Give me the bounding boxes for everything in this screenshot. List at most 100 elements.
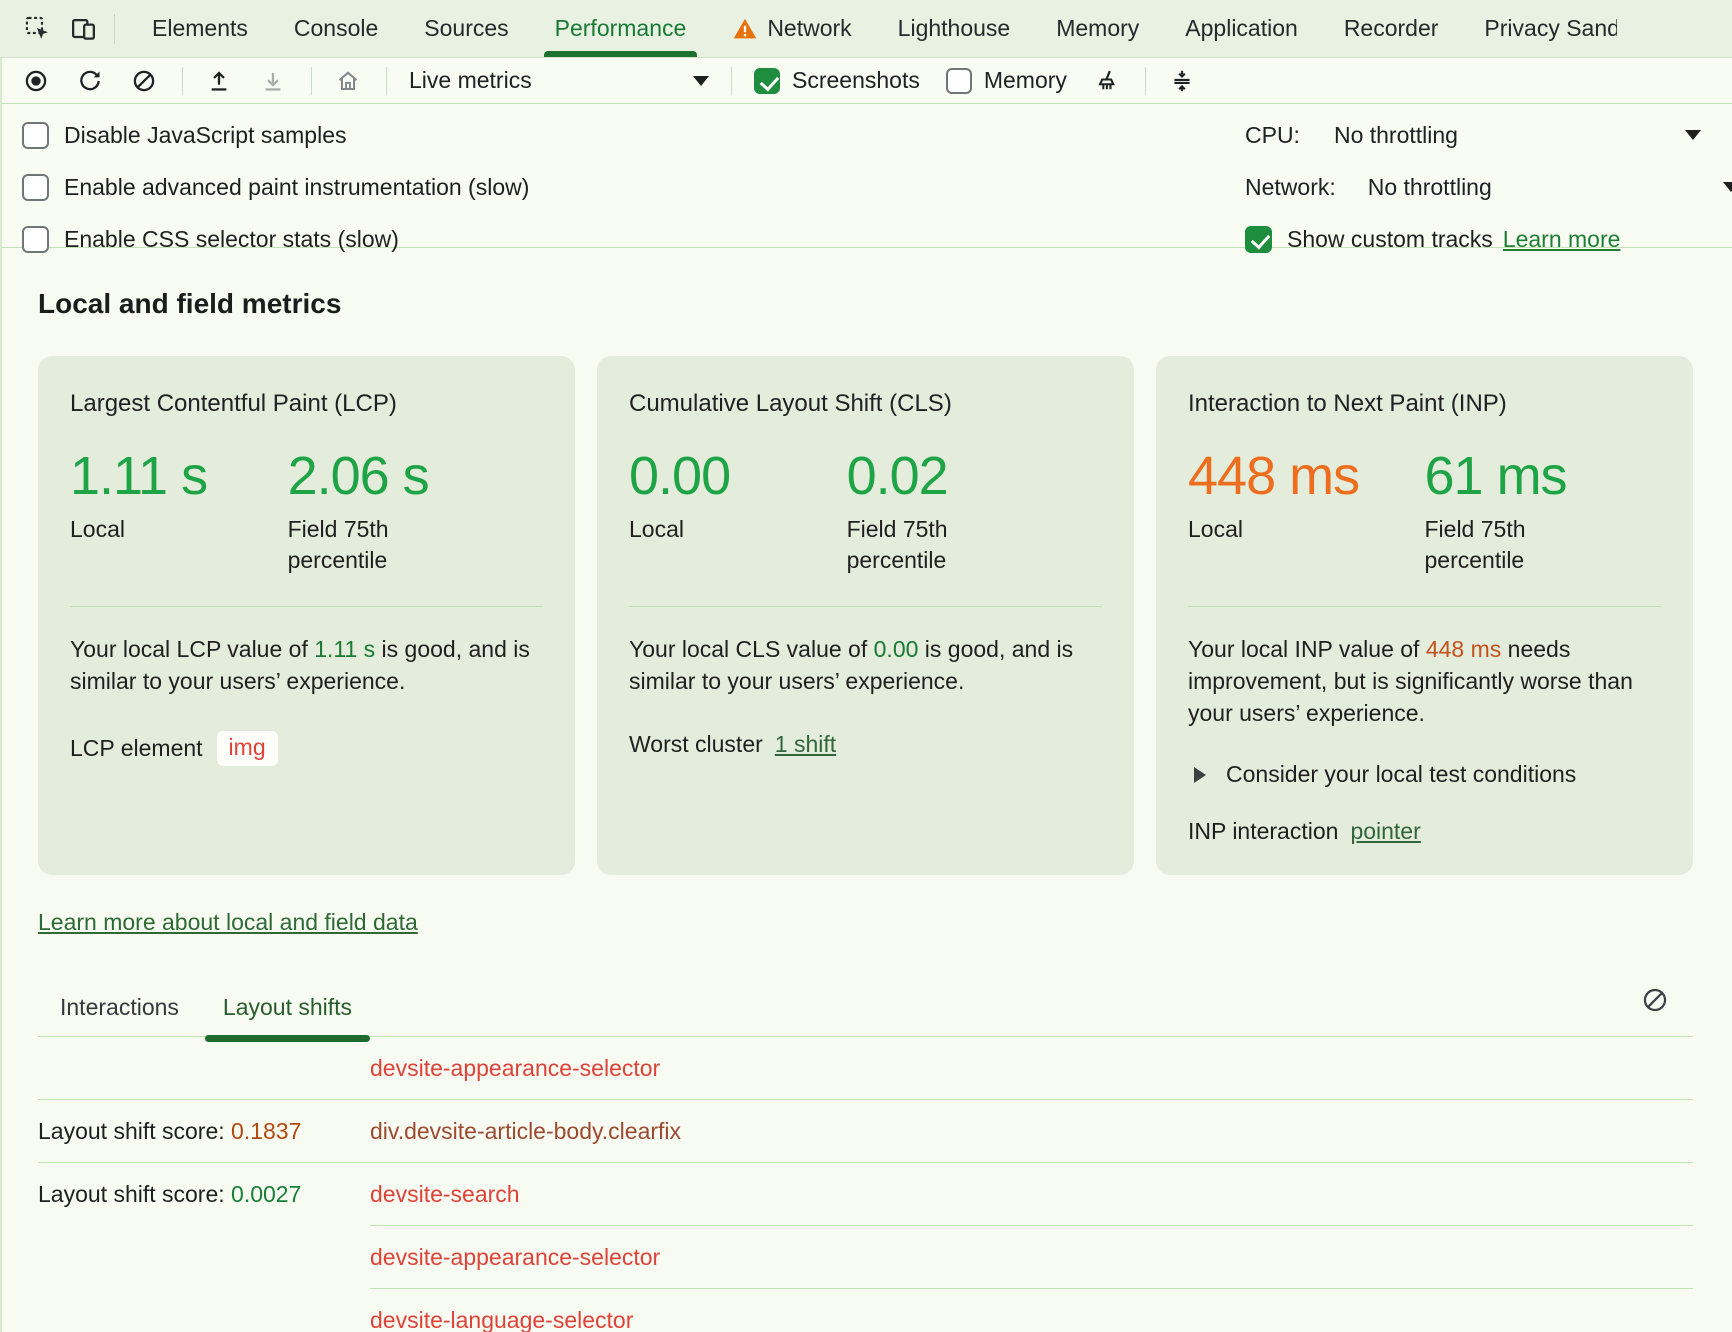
chevron-down-icon[interactable] [1685, 130, 1701, 140]
tab-privacy-sandbox[interactable]: Privacy Sand [1484, 15, 1618, 41]
inp-inline-value: 448 ms [1425, 636, 1502, 662]
row-divider [370, 1288, 1693, 1289]
lcp-card: Largest Contentful Paint (LCP) 1.11 s Lo… [38, 356, 575, 875]
record-and-reload-icon[interactable] [76, 67, 104, 95]
lcp-inline-value: 1.11 s [314, 636, 376, 662]
shift-element-link[interactable]: div.devsite-article-body.clearfix [370, 1117, 682, 1144]
metrics-heading: Local and field metrics [38, 288, 342, 319]
memory-label: Memory [983, 67, 1067, 93]
shift-element-link[interactable]: devsite-language-selector [370, 1306, 634, 1332]
gc-broom-icon[interactable] [1093, 67, 1121, 95]
layout-shift-row[interactable]: Layout shift score: 0.1837 div.devsite-a… [38, 1100, 1693, 1162]
tab-sources[interactable]: Sources [424, 15, 509, 41]
shift-element-link[interactable]: devsite-search [370, 1180, 520, 1207]
advanced-paint-row[interactable]: Enable advanced paint instrumentation (s… [22, 168, 1732, 206]
disable-js-samples-label: Disable JavaScript samples [64, 121, 347, 148]
inp-interaction-link[interactable]: pointer [1350, 818, 1421, 844]
throttling-settings: CPU: No throttling Network: No throttlin… [1245, 116, 1732, 272]
network-label: Network: [1245, 173, 1336, 200]
network-warning-icon [732, 16, 758, 42]
css-selector-stats-row[interactable]: Enable CSS selector stats (slow) [22, 220, 1732, 258]
toolbar-divider [1144, 66, 1146, 95]
cls-local-label: Local [629, 516, 684, 542]
lcp-description: Your local LCP value of 1.11 s is good, … [70, 636, 530, 694]
local-test-conditions-label: Consider your local test conditions [1226, 761, 1577, 787]
custom-tracks-checkbox[interactable] [1245, 225, 1272, 253]
history-dropdown[interactable]: Live metrics [409, 67, 709, 94]
tab-interactions[interactable]: Interactions [60, 994, 179, 1020]
cls-card: Cumulative Layout Shift (CLS) 0.00 Local… [597, 356, 1134, 875]
live-metrics-view: Local and field metrics Largest Contentf… [2, 248, 1732, 1332]
tab-network-label: Network [767, 15, 852, 41]
shift-element-link[interactable]: devsite-appearance-selector [370, 1243, 661, 1270]
tab-performance[interactable]: Performance [532, 0, 710, 57]
cls-local-value: 0.00 [629, 446, 731, 506]
tab-recorder[interactable]: Recorder [1343, 15, 1439, 41]
custom-tracks-learn-more-link[interactable]: Learn more [1502, 225, 1621, 252]
download-profile-icon [259, 67, 287, 95]
learn-more-field-data-link[interactable]: Learn more about local and field data [38, 909, 418, 935]
inp-interaction-label: INP interaction [1188, 818, 1339, 844]
logs-tabbar: Interactions Layout shifts [38, 988, 1693, 1042]
disable-js-samples-checkbox[interactable] [22, 121, 49, 149]
advanced-paint-checkbox[interactable] [22, 173, 49, 201]
devtools-tabbar: Elements Console Sources Performance Net… [0, 0, 1732, 58]
lcp-element-node-link[interactable]: img [216, 731, 278, 766]
score-label: Layout shift score: [38, 1117, 232, 1144]
screenshots-checkbox[interactable] [754, 67, 780, 94]
tab-application[interactable]: Application [1185, 15, 1298, 41]
collapse-panel-icon[interactable] [1168, 67, 1196, 95]
row-divider [370, 1225, 1693, 1226]
lcp-local-value: 1.11 s [70, 446, 208, 506]
device-toolbar-icon[interactable] [68, 14, 98, 44]
toolbar-divider [731, 66, 732, 95]
memory-checkbox-row[interactable]: Memory [945, 67, 1067, 94]
tab-lighthouse[interactable]: Lighthouse [897, 15, 1011, 41]
custom-tracks-row: Show custom tracks Learn more [1245, 220, 1732, 258]
cpu-label: CPU: [1245, 121, 1300, 148]
network-throttling-select[interactable]: No throttling [1367, 173, 1492, 200]
upload-profile-icon[interactable] [205, 67, 233, 95]
disclosure-triangle-icon [1194, 766, 1206, 783]
tab-console[interactable]: Console [293, 15, 379, 41]
memory-checkbox[interactable] [945, 67, 972, 94]
layout-shift-row[interactable]: devsite-appearance-selector [38, 1226, 1693, 1288]
card-divider [629, 606, 1102, 607]
inp-card-title: Interaction to Next Paint (INP) [1188, 390, 1507, 417]
tab-elements[interactable]: Elements [152, 15, 248, 41]
worst-cluster-link[interactable]: 1 shift [774, 731, 837, 757]
cpu-throttling-row: CPU: No throttling [1245, 116, 1732, 154]
tab-layout-shifts[interactable]: Layout shifts [204, 994, 371, 1042]
score-cell: Layout shift score: 0.1837 [38, 1118, 370, 1145]
card-divider [70, 606, 543, 607]
inspect-element-icon[interactable] [22, 14, 52, 44]
home-live-metrics-icon[interactable] [334, 67, 362, 95]
network-throttling-row: Network: No throttling [1245, 168, 1732, 206]
clear-log-icon[interactable] [1641, 986, 1669, 1014]
screenshots-checkbox-row[interactable]: Screenshots [754, 67, 920, 94]
layout-shift-row[interactable]: Layout shift score: 0.0027 devsite-searc… [38, 1163, 1693, 1225]
tab-network[interactable]: Network [709, 0, 874, 57]
disable-js-samples-row[interactable]: Disable JavaScript samples [22, 116, 1732, 154]
toolbar-divider [114, 13, 115, 44]
cpu-throttling-select[interactable]: No throttling [1333, 121, 1458, 148]
clear-recording-icon[interactable] [130, 67, 158, 95]
layout-shift-row[interactable]: devsite-appearance-selector [38, 1037, 1693, 1099]
css-selector-stats-label: Enable CSS selector stats (slow) [64, 225, 399, 252]
lcp-local-label: Local [70, 516, 125, 542]
worst-cluster-label: Worst cluster [629, 731, 763, 757]
layout-shift-row[interactable]: devsite-language-selector [38, 1289, 1693, 1332]
css-selector-stats-checkbox[interactable] [22, 225, 49, 253]
inp-field-value: 61 ms [1424, 446, 1568, 506]
chevron-down-icon[interactable] [1723, 182, 1732, 192]
local-test-conditions-disclosure[interactable]: Consider your local test conditions [1188, 761, 1661, 788]
inp-field-label: Field 75th percentile [1424, 516, 1526, 573]
shift-element-link[interactable]: devsite-appearance-selector [370, 1054, 661, 1081]
inp-local-label: Local [1188, 516, 1243, 542]
history-dropdown-value: Live metrics [409, 67, 532, 93]
card-divider [1188, 606, 1661, 607]
screenshots-label: Screenshots [792, 67, 920, 93]
tab-memory[interactable]: Memory [1056, 15, 1140, 41]
record-icon[interactable] [22, 67, 50, 95]
capture-settings-panel: Disable JavaScript samples Enable advanc… [2, 104, 1732, 253]
